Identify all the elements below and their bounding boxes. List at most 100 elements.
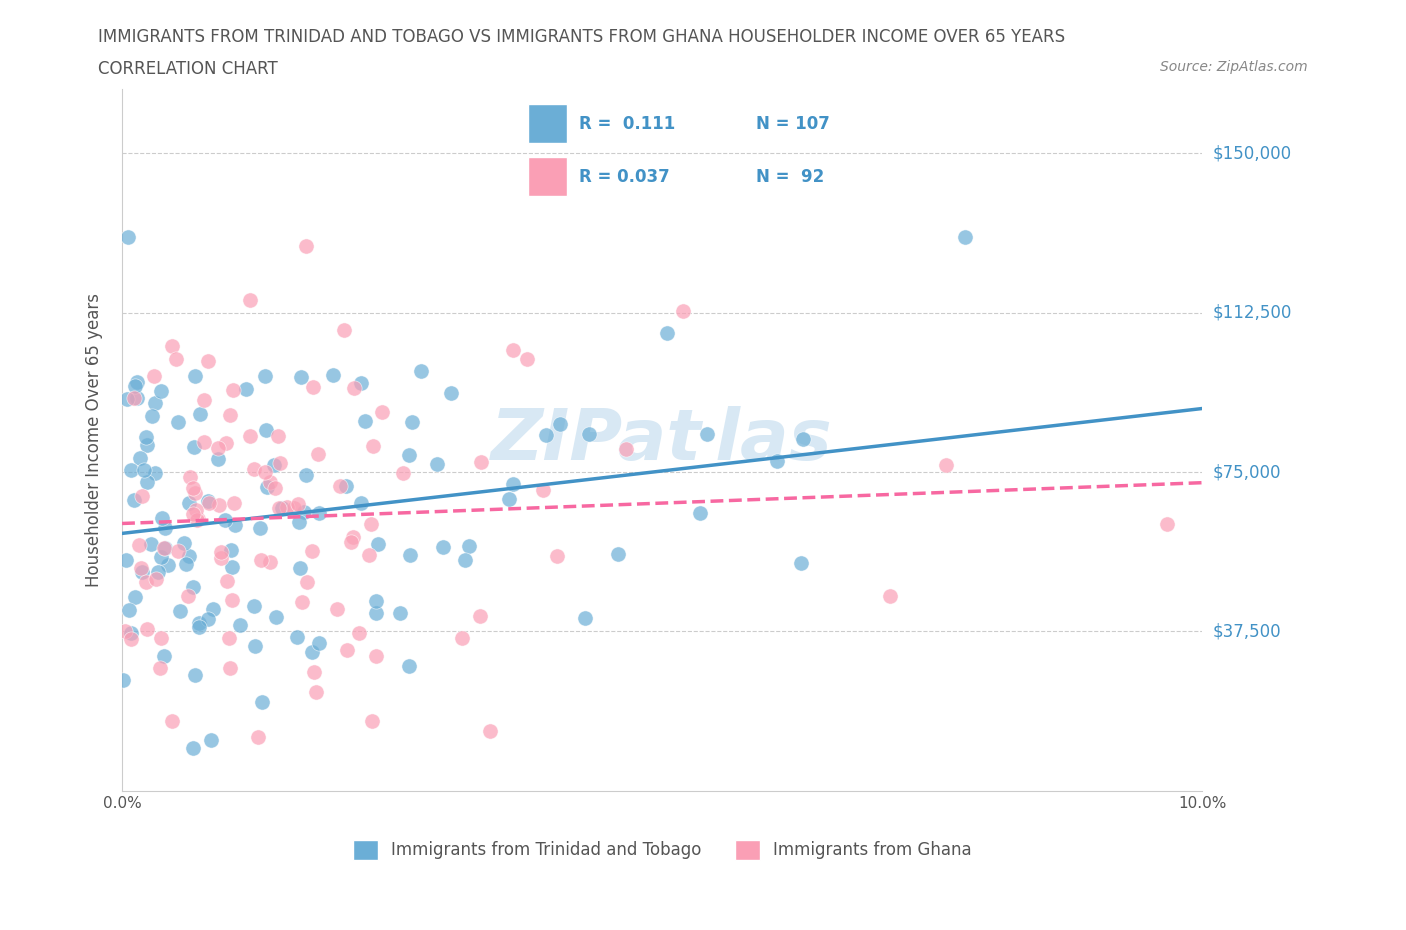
Point [181,741,204,756]
Point [143,369,166,384]
Point [790,556,813,571]
Point [295,467,318,482]
Point [367,537,389,551]
Point [235,382,257,397]
Point [454,552,477,567]
Text: $37,500: $37,500 [1213,622,1282,641]
Point [253,368,276,383]
Point [150,550,173,565]
Point [177,549,200,564]
Point [207,440,229,455]
Point [165,352,187,366]
Point [398,658,420,673]
Point [135,474,157,489]
Point [221,593,243,608]
Point [143,396,166,411]
Y-axis label: Householder Income Over 65 years: Householder Income Over 65 years [86,293,103,587]
Point [269,456,291,471]
Point [173,536,195,551]
Point [243,639,266,654]
Text: Source: ZipAtlas.com: Source: ZipAtlas.com [1160,60,1308,74]
Point [198,496,221,511]
Point [186,513,208,528]
Point [250,552,273,567]
Point [128,538,150,553]
Point [389,605,412,620]
Point [197,353,219,368]
Point [135,430,157,445]
Point [371,405,394,419]
Point [249,520,271,535]
Point [224,496,246,511]
Point [276,499,298,514]
Point [221,383,243,398]
Point [214,513,236,528]
Point [267,429,290,444]
Point [614,442,637,457]
Point [354,414,377,429]
Text: N = 107: N = 107 [756,115,831,133]
Point [269,500,291,515]
Text: N =  92: N = 92 [756,167,825,186]
Point [432,539,454,554]
Point [426,457,449,472]
Point [238,293,260,308]
Point [285,630,308,644]
Point [118,602,141,617]
Point [153,649,176,664]
Point [136,621,159,636]
Point [219,543,242,558]
Point [209,544,232,559]
Point [879,589,901,604]
Point [361,438,384,453]
Point [263,457,285,472]
Point [112,673,135,688]
Point [197,612,219,627]
Text: R = 0.037: R = 0.037 [579,167,671,186]
Point [935,458,957,472]
Point [209,551,232,565]
Text: ZIPat las: ZIPat las [491,405,832,474]
Point [259,555,281,570]
Point [127,375,149,390]
Text: $112,500: $112,500 [1213,303,1292,322]
Point [256,480,278,495]
Point [219,660,242,675]
Point [153,540,176,555]
Point [308,505,330,520]
Point [271,500,294,515]
Point [766,453,789,468]
Point [129,450,152,465]
Point [470,609,492,624]
Point [657,326,679,340]
Point [302,664,325,679]
Point [350,496,373,511]
Point [479,724,502,738]
Point [360,517,382,532]
Point [187,512,209,526]
Point [307,446,329,461]
Point [291,595,314,610]
Point [207,452,229,467]
Point [202,602,225,617]
Bar [529,156,568,195]
Point [229,618,252,632]
Point [342,529,364,544]
Point [498,492,520,507]
Point [301,379,323,394]
Point [264,610,287,625]
Point [359,548,381,563]
Point [295,575,318,590]
Point [193,392,215,407]
Point [179,496,201,511]
Point [153,541,176,556]
Point [166,415,188,430]
Point [184,485,207,500]
Point [208,498,231,512]
Point [243,461,266,476]
Point [322,367,344,382]
Point [343,380,366,395]
Point [264,481,287,496]
Point [243,599,266,614]
Point [124,379,146,393]
